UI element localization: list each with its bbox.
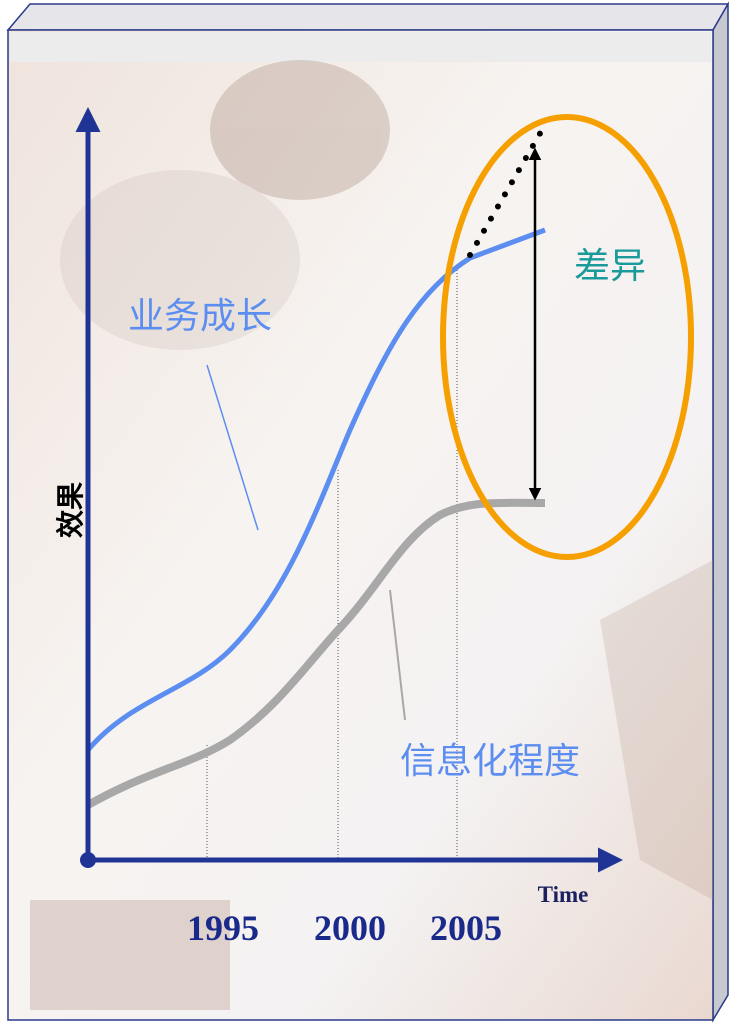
business-curve	[86, 227, 546, 752]
header-band	[10, 32, 711, 62]
leader-informatization	[389, 589, 406, 721]
business-label: 业务成长	[128, 296, 272, 337]
informatization-label: 信息化程度	[400, 741, 580, 782]
informatization-curve	[86, 498, 546, 809]
x-axis-label: Time	[538, 882, 589, 907]
gap-label: 差异	[574, 246, 646, 287]
year-guides	[206, 270, 458, 860]
year-label: 2005	[430, 908, 502, 948]
box-front	[7, 29, 714, 1021]
background-photo	[30, 60, 713, 1010]
leader-business	[206, 364, 259, 531]
origin	[80, 852, 96, 868]
box-top	[6, 3, 729, 31]
gap-ellipse	[440, 114, 694, 560]
potential-line	[467, 127, 545, 258]
year-label: 2000	[314, 908, 386, 948]
box-side	[712, 1, 729, 1023]
year-label: 1995	[187, 908, 259, 948]
y-axis-label: 效果	[54, 482, 87, 538]
